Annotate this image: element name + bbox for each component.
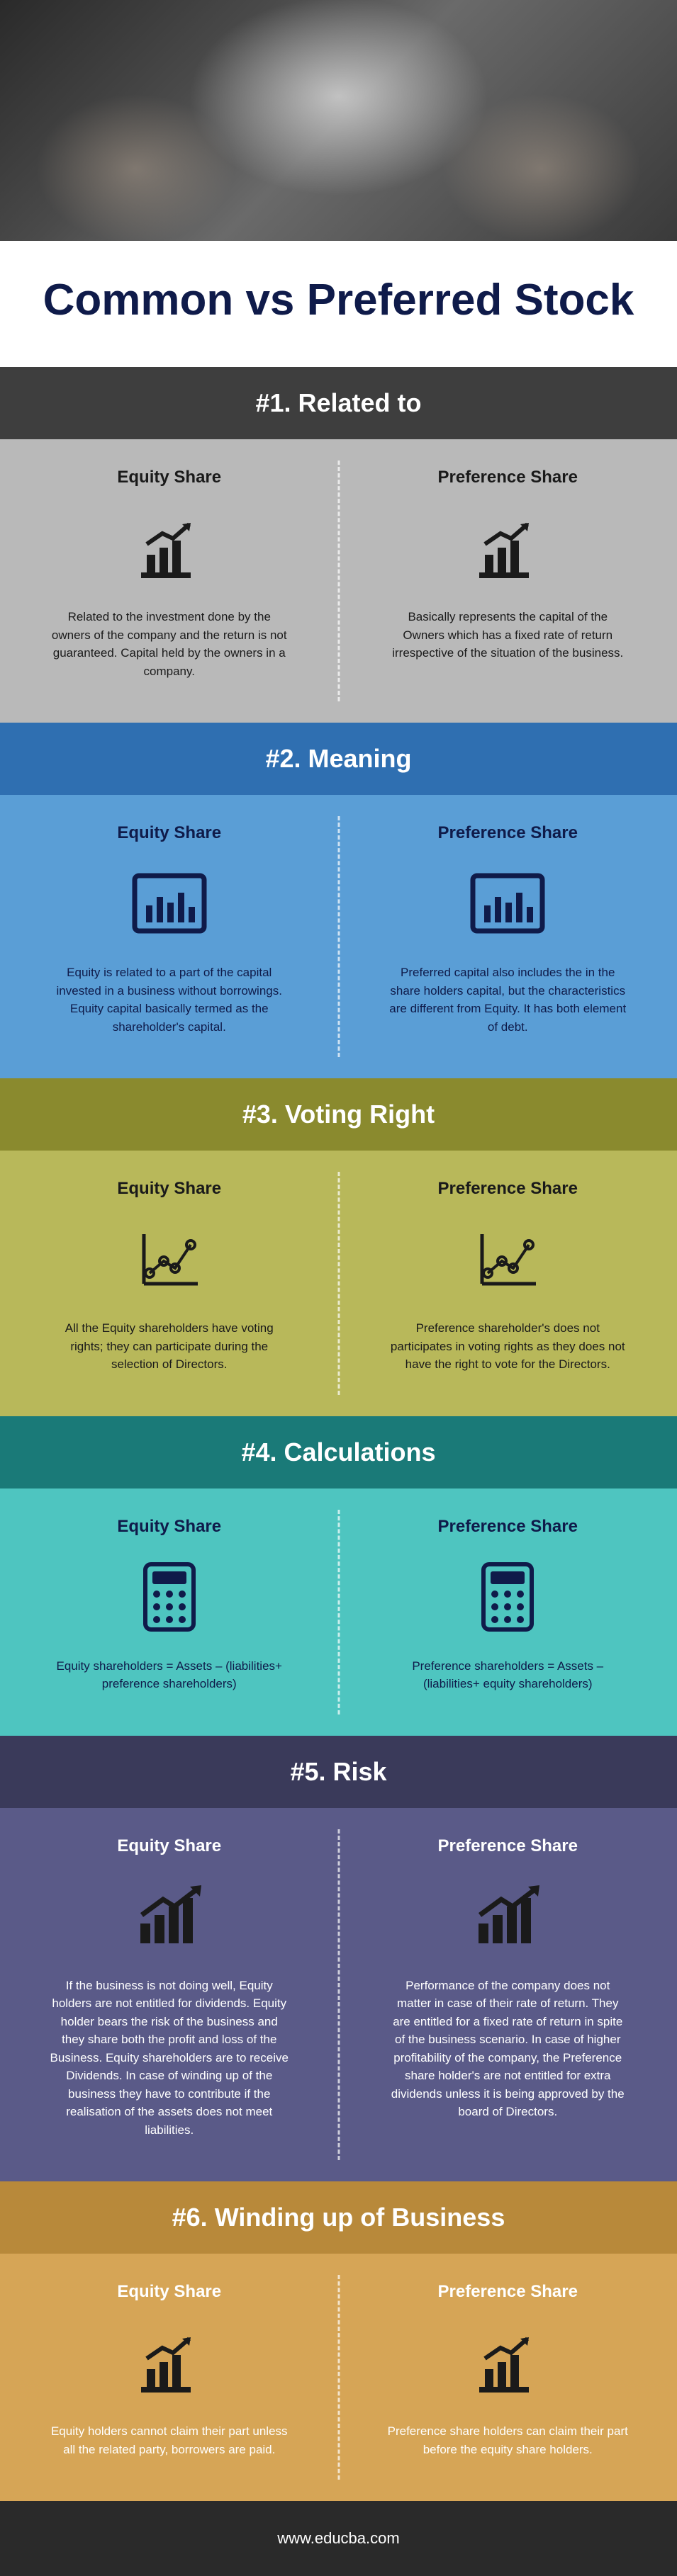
preference-column: Preference Share Performance of the comp…: [339, 1808, 677, 2182]
equity-text: Equity is related to a part of the capit…: [49, 964, 290, 1036]
preference-column: Preference Share Preference share holder…: [339, 2254, 677, 2501]
equity-column: Equity Share All the Equity shareholders…: [0, 1151, 339, 1416]
comparison-row: Equity Share Equity shareholders = Asset…: [0, 1488, 677, 1736]
column-divider: [337, 1172, 340, 1395]
preference-title: Preference Share: [374, 468, 642, 487]
icon-wrap: [374, 1558, 642, 1636]
equity-column: Equity Share Related to the investment d…: [0, 439, 339, 723]
equity-column: Equity Share Equity shareholders = Asset…: [0, 1488, 339, 1736]
growth-icon: [472, 2330, 543, 2394]
icon-wrap: [374, 1877, 642, 1955]
icon-wrap: [35, 1877, 303, 1955]
column-divider: [337, 1510, 340, 1714]
equity-title: Equity Share: [35, 1836, 303, 1856]
calculator-icon: [141, 1561, 198, 1632]
equity-title: Equity Share: [35, 2282, 303, 2302]
bars-box-icon: [469, 871, 547, 935]
icon-wrap: [35, 1558, 303, 1636]
equity-title: Equity Share: [35, 1517, 303, 1537]
comparison-row: Equity Share If the business is not doin…: [0, 1808, 677, 2182]
equity-column: Equity Share Equity holders cannot claim…: [0, 2254, 339, 2501]
equity-text: Related to the investment done by the ow…: [49, 608, 290, 680]
preference-column: Preference Share Basically represents th…: [339, 439, 677, 723]
calculator-icon: [479, 1561, 536, 1632]
preference-text: Preferred capital also includes the in t…: [387, 964, 628, 1036]
preference-title: Preference Share: [374, 1179, 642, 1199]
preference-title: Preference Share: [374, 2282, 642, 2302]
column-divider: [337, 816, 340, 1057]
preference-title: Preference Share: [374, 1517, 642, 1537]
bars-box-icon: [130, 871, 208, 935]
icon-wrap: [374, 2323, 642, 2401]
growth-arrow-icon: [130, 1882, 208, 1950]
section-header: #3. Voting Right: [0, 1078, 677, 1151]
icon-wrap: [35, 509, 303, 587]
icon-wrap: [35, 1220, 303, 1298]
growth-icon: [134, 516, 205, 580]
comparison-row: Equity Share Related to the investment d…: [0, 439, 677, 723]
footer-url: www.educba.com: [277, 2529, 399, 2547]
preference-title: Preference Share: [374, 1836, 642, 1856]
equity-column: Equity Share If the business is not doin…: [0, 1808, 339, 2182]
preference-column: Preference Share Preference shareholders…: [339, 1488, 677, 1736]
preference-text: Preference shareholders = Assets – (liab…: [387, 1657, 628, 1693]
equity-title: Equity Share: [35, 823, 303, 843]
growth-icon: [472, 516, 543, 580]
line-chart-icon: [134, 1227, 205, 1291]
section-header: #2. Meaning: [0, 723, 677, 795]
section-header: #1. Related to: [0, 367, 677, 439]
preference-column: Preference Share Preferred capital also …: [339, 795, 677, 1078]
preference-text: Basically represents the capital of the …: [387, 608, 628, 662]
footer: www.educba.com: [0, 2501, 677, 2576]
icon-wrap: [374, 509, 642, 587]
column-divider: [337, 2275, 340, 2480]
section-header: #4. Calculations: [0, 1416, 677, 1488]
growth-arrow-icon: [469, 1882, 547, 1950]
preference-text: Preference share holders can claim their…: [387, 2422, 628, 2458]
equity-title: Equity Share: [35, 468, 303, 487]
equity-column: Equity Share Equity is related to a part…: [0, 795, 339, 1078]
column-divider: [337, 1829, 340, 2161]
equity-text: Equity shareholders = Assets – (liabilit…: [49, 1657, 290, 1693]
hero-image: [0, 0, 677, 241]
equity-text: Equity holders cannot claim their part u…: [49, 2422, 290, 2458]
icon-wrap: [374, 864, 642, 942]
equity-text: All the Equity shareholders have voting …: [49, 1319, 290, 1374]
icon-wrap: [374, 1220, 642, 1298]
title-block: Common vs Preferred Stock: [0, 241, 677, 367]
comparison-row: Equity Share Equity holders cannot claim…: [0, 2254, 677, 2501]
comparison-row: Equity Share Equity is related to a part…: [0, 795, 677, 1078]
page-title: Common vs Preferred Stock: [28, 276, 649, 324]
comparison-row: Equity Share All the Equity shareholders…: [0, 1151, 677, 1416]
section-header: #5. Risk: [0, 1736, 677, 1808]
equity-title: Equity Share: [35, 1179, 303, 1199]
preference-column: Preference Share Preference shareholder'…: [339, 1151, 677, 1416]
preference-title: Preference Share: [374, 823, 642, 843]
column-divider: [337, 461, 340, 701]
preference-text: Performance of the company does not matt…: [387, 1977, 628, 2121]
icon-wrap: [35, 864, 303, 942]
equity-text: If the business is not doing well, Equit…: [49, 1977, 290, 2140]
section-header: #6. Winding up of Business: [0, 2181, 677, 2254]
growth-icon: [134, 2330, 205, 2394]
icon-wrap: [35, 2323, 303, 2401]
preference-text: Preference shareholder's does not partic…: [387, 1319, 628, 1374]
line-chart-icon: [472, 1227, 543, 1291]
